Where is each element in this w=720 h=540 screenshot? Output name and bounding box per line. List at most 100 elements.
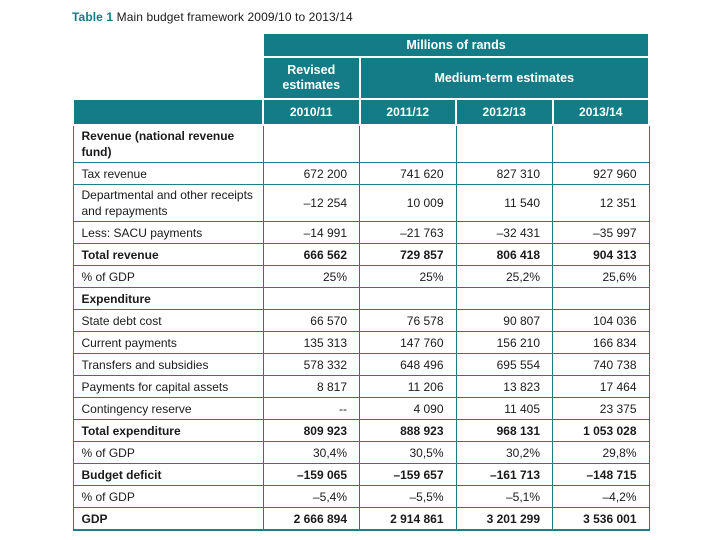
row-label: Transfers and subsidies: [72, 353, 264, 376]
cell-value: 888 923: [359, 419, 457, 442]
cell-value: 11 540: [455, 184, 553, 222]
header-spacer: [73, 57, 263, 99]
cell-value: 13 823: [455, 375, 553, 398]
cell-value: 66 570: [262, 309, 360, 332]
row-label: Contingency reserve: [72, 397, 264, 420]
table-row: Revenue (national revenue fund): [72, 124, 650, 163]
row-label: Expenditure: [72, 287, 264, 310]
cell-value: –5,1%: [455, 485, 553, 508]
table-row: % of GDP 30,4% 30,5% 30,2% 29,8%: [72, 441, 650, 464]
row-label: Payments for capital assets: [72, 375, 264, 398]
cell-value: 3 201 299: [455, 507, 553, 531]
cell-value: [552, 124, 650, 163]
table-row: State debt cost 66 570 76 578 90 807 104 036: [72, 309, 650, 332]
cell-value: –21 763: [359, 221, 457, 244]
cell-value: 17 464: [552, 375, 650, 398]
table-area: Table 1 Main budget framework 2009/10 to…: [72, 0, 650, 531]
table-row: Budget deficit –159 065 –159 657 –161 713 –1…: [72, 463, 650, 486]
cell-value: 729 857: [359, 243, 457, 266]
table-row: Tax revenue 672 200 741 620 827 310 927 960: [72, 162, 650, 185]
cell-value: 578 332: [262, 353, 360, 376]
table-row: Total expenditure 809 923 888 923 968 131 1 …: [72, 419, 650, 442]
year-column-header: 2010/11: [262, 98, 361, 126]
cell-value: 30,4%: [262, 441, 360, 464]
cell-value: 2 914 861: [359, 507, 457, 531]
cell-value: –159 065: [262, 463, 360, 486]
cell-value: 740 738: [552, 353, 650, 376]
unit-header: Millions of rands: [262, 32, 650, 58]
cell-value: 10 009: [359, 184, 457, 222]
cell-value: 809 923: [262, 419, 360, 442]
cell-value: 23 375: [552, 397, 650, 420]
cell-value: 11 405: [455, 397, 553, 420]
table-row: Less: SACU payments –14 991 –21 763 –32 431…: [72, 221, 650, 244]
row-label: % of GDP: [72, 441, 264, 464]
cell-value: [359, 287, 457, 310]
table-row: Payments for capital assets 8 817 11 206 13…: [72, 375, 650, 398]
cell-value: 11 206: [359, 375, 457, 398]
cell-value: 25%: [359, 265, 457, 288]
cell-value: 806 418: [455, 243, 553, 266]
cell-value: 741 620: [359, 162, 457, 185]
unit-header-row: Millions of rands: [73, 32, 650, 58]
cell-value: 827 310: [455, 162, 553, 185]
column-group-revised: Revised estimates: [262, 56, 361, 100]
row-label: State debt cost: [72, 309, 264, 332]
table-row: Total revenue 666 562 729 857 806 418 904 31…: [72, 243, 650, 266]
table-row: % of GDP 25% 25% 25,2% 25,6%: [72, 265, 650, 288]
cell-value: –159 657: [359, 463, 457, 486]
year-column-header: 2012/13: [455, 98, 554, 126]
year-column-header: 2011/12: [358, 98, 457, 126]
cell-value: –161 713: [455, 463, 553, 486]
row-label: Revenue (national revenue fund): [72, 124, 264, 163]
cell-value: 927 960: [552, 162, 650, 185]
cell-value: 672 200: [262, 162, 360, 185]
cell-value: –12 254: [262, 184, 360, 222]
cell-value: 12 351: [552, 184, 650, 222]
row-label: Total expenditure: [72, 419, 264, 442]
cell-value: 25,6%: [552, 265, 650, 288]
cell-value: 76 578: [359, 309, 457, 332]
cell-value: [359, 124, 457, 163]
cell-value: 135 313: [262, 331, 360, 354]
header-spacer: [73, 33, 263, 57]
cell-value: –148 715: [552, 463, 650, 486]
row-label: GDP: [72, 507, 264, 531]
table-caption-number: Table 1: [72, 10, 114, 24]
budget-table: Millions of rands Revised estimates Medi…: [72, 32, 650, 531]
row-label: % of GDP: [72, 265, 264, 288]
table-header: Millions of rands Revised estimates Medi…: [72, 32, 650, 126]
table-row: % of GDP –5,4% –5,5% –5,1% –4,2%: [72, 485, 650, 508]
cell-value: 1 053 028: [552, 419, 650, 442]
cell-value: –5,5%: [359, 485, 457, 508]
cell-value: 3 536 001: [552, 507, 650, 531]
table-body: Revenue (national revenue fund) Tax reven…: [72, 124, 650, 531]
cell-value: 666 562: [262, 243, 360, 266]
cell-value: [262, 124, 360, 163]
years-row-label-cell: [72, 98, 264, 126]
table-row: Departmental and other receipts and repa…: [72, 184, 650, 222]
cell-value: 166 834: [552, 331, 650, 354]
cell-value: [262, 287, 360, 310]
column-group-medium-term: Medium-term estimates: [358, 56, 650, 100]
cell-value: 4 090: [359, 397, 457, 420]
row-label: Less: SACU payments: [72, 221, 264, 244]
cell-value: 25%: [262, 265, 360, 288]
cell-value: [552, 287, 650, 310]
table-row: Expenditure: [72, 287, 650, 310]
cell-value: 147 760: [359, 331, 457, 354]
cell-value: 8 817: [262, 375, 360, 398]
row-label: Total revenue: [72, 243, 264, 266]
table-row: Current payments 135 313 147 760 156 210 166…: [72, 331, 650, 354]
row-label: Current payments: [72, 331, 264, 354]
cell-value: 25,2%: [455, 265, 553, 288]
cell-value: 104 036: [552, 309, 650, 332]
cell-value: 904 313: [552, 243, 650, 266]
table-row: Transfers and subsidies 578 332 648 496 695…: [72, 353, 650, 376]
cell-value: --: [262, 397, 360, 420]
row-label: Departmental and other receipts and repa…: [72, 184, 264, 222]
cell-value: [455, 287, 553, 310]
row-label: % of GDP: [72, 485, 264, 508]
cell-value: [455, 124, 553, 163]
